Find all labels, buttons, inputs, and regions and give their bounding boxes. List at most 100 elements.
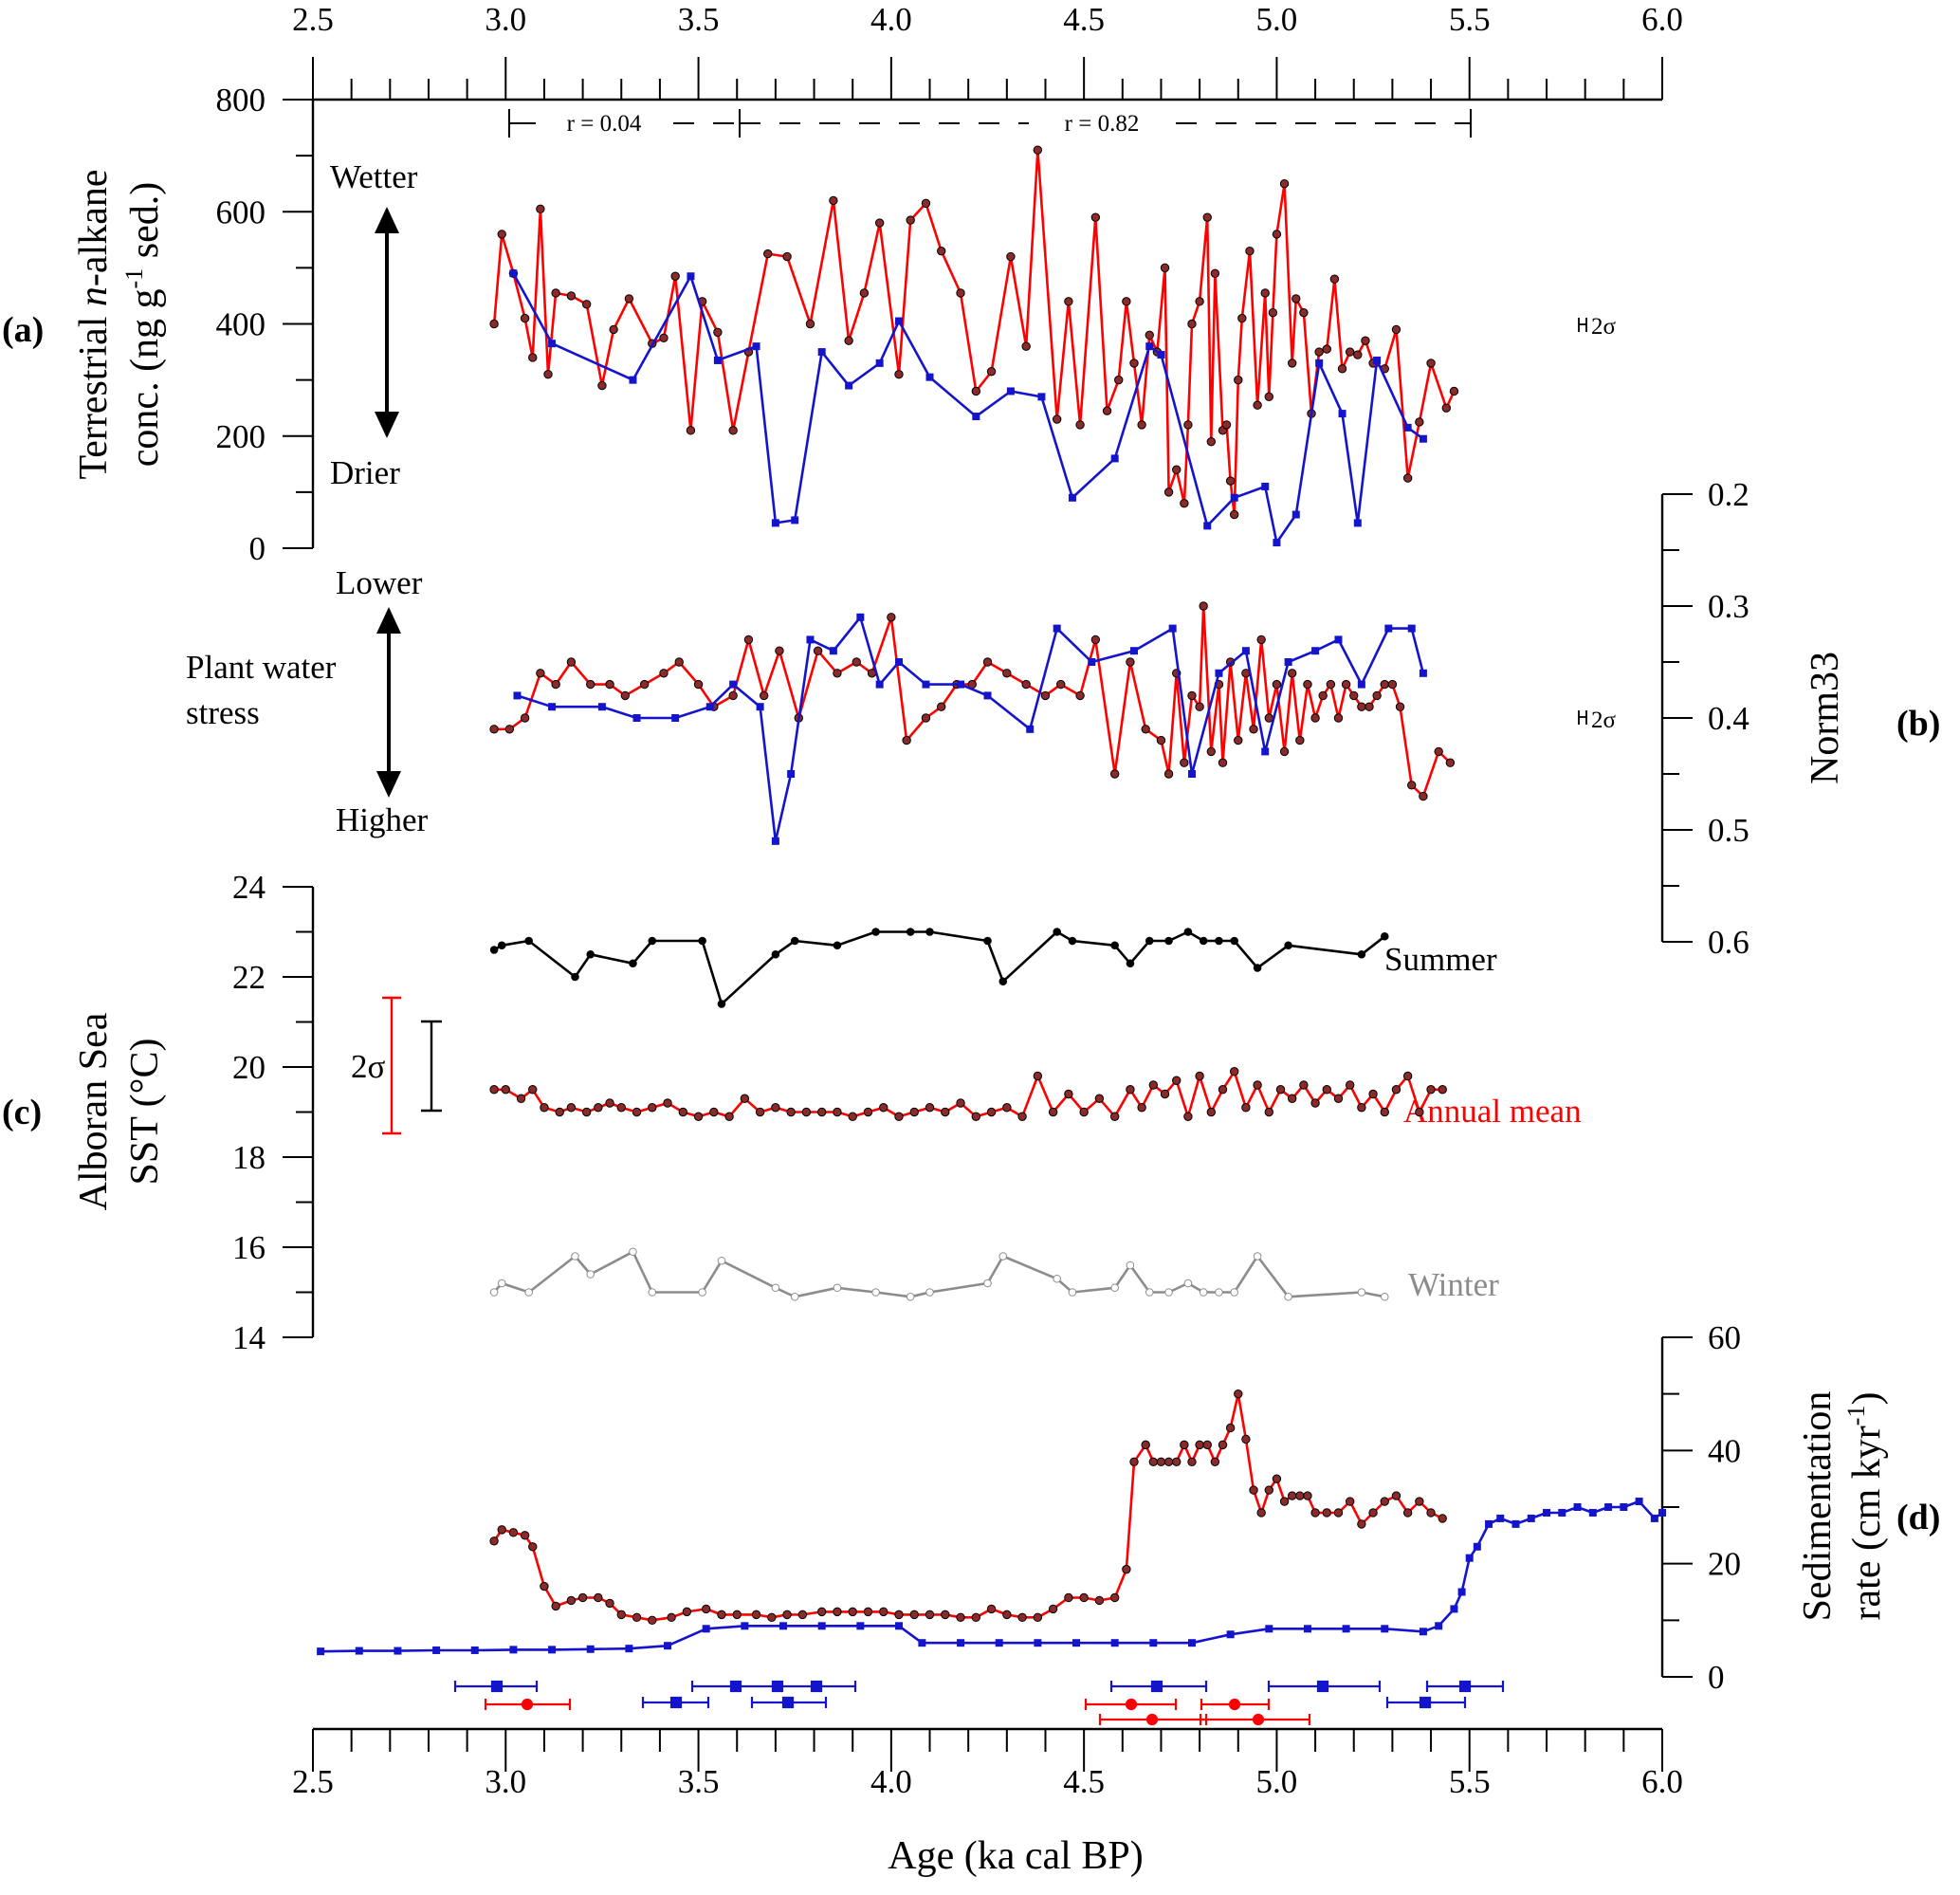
data-point — [1373, 356, 1382, 364]
panel-b-tick-label: 0.3 — [1708, 588, 1749, 625]
data-point — [921, 713, 931, 723]
data-point — [520, 1531, 530, 1540]
data-point — [1279, 1497, 1290, 1506]
data-point — [1527, 1514, 1535, 1522]
data-point — [616, 1610, 626, 1620]
data-point — [1333, 1508, 1344, 1518]
data-point — [894, 317, 903, 325]
data-point — [605, 1598, 614, 1609]
data-point — [1473, 1542, 1481, 1551]
data-point — [1365, 702, 1374, 711]
data-point — [1287, 669, 1297, 678]
data-point — [581, 300, 592, 309]
data-point — [528, 1542, 538, 1552]
data-point — [1109, 1592, 1120, 1603]
top-age-tick-label: 3.5 — [678, 1, 720, 38]
panel-a-y-title-units: conc. (ng g-1 sed.) — [120, 182, 167, 467]
data-point — [1145, 330, 1154, 340]
data-point — [1157, 351, 1165, 359]
data-point — [648, 1103, 657, 1113]
data-point — [1438, 1085, 1447, 1095]
data-point — [782, 251, 792, 262]
data-point — [674, 657, 684, 667]
data-point — [1407, 781, 1417, 790]
data-point — [1368, 1089, 1378, 1099]
correlation-bracket — [508, 109, 1472, 138]
data-point — [536, 204, 545, 213]
data-point — [1284, 658, 1292, 666]
data-point — [629, 1247, 637, 1257]
data-point — [1357, 702, 1366, 711]
r-late-label: r = 0.82 — [1065, 111, 1140, 137]
data-point — [806, 635, 815, 644]
data-point — [816, 1607, 827, 1617]
data-point — [1261, 482, 1270, 490]
data-point — [1237, 313, 1247, 323]
top-age-ticks: 2.5 3.0 3.5 4.0 4.5 5.0 5.5 6.0 — [292, 1, 1683, 100]
series-line-blue — [321, 1499, 1663, 1653]
annual-mean-label: Annual mean — [1403, 1093, 1582, 1130]
data-point — [513, 691, 522, 700]
data-point — [1256, 635, 1266, 645]
data-point — [1094, 1595, 1105, 1606]
wetter-label: Wetter — [330, 158, 418, 195]
data-point — [1272, 230, 1282, 239]
data-point — [1090, 635, 1101, 645]
data-point — [1110, 454, 1119, 463]
series-line-summer — [493, 930, 1386, 1005]
panel-b-tick-label: 0.4 — [1708, 700, 1749, 737]
panel-c-tick-label: 14 — [232, 1319, 266, 1356]
data-point — [1225, 476, 1236, 486]
data-point — [682, 1607, 692, 1617]
age-control-markers — [453, 1680, 1505, 1726]
data-point — [863, 1107, 873, 1117]
data-point — [497, 1279, 506, 1288]
data-point — [1265, 1625, 1273, 1633]
data-point — [509, 1646, 518, 1654]
data-point — [983, 691, 992, 700]
data-point — [1272, 679, 1282, 690]
data-point — [1002, 669, 1012, 678]
summer-label: Summer — [1384, 941, 1497, 978]
data-point — [1291, 510, 1300, 519]
data-point — [1156, 1457, 1166, 1466]
panel-c-tick-label: 22 — [232, 959, 266, 996]
data-point — [709, 1107, 719, 1117]
data-point — [1195, 1071, 1204, 1081]
data-point — [1210, 268, 1220, 278]
panel-c-y-title: Alboran Sea — [72, 1012, 116, 1210]
data-point — [1287, 359, 1297, 368]
data-point — [501, 1085, 510, 1095]
data-point — [790, 936, 799, 946]
data-point — [1345, 1497, 1355, 1506]
data-point — [1026, 725, 1035, 733]
data-point — [497, 230, 506, 239]
data-point — [844, 336, 853, 345]
data-point — [670, 271, 680, 281]
higher-stress-label: Higher — [336, 801, 429, 838]
data-point — [1090, 212, 1101, 222]
data-point — [1122, 297, 1131, 306]
panel-b-sigma-bar — [1578, 710, 1587, 725]
data-point — [728, 690, 738, 701]
data-point — [540, 1103, 549, 1113]
data-point — [1075, 690, 1085, 701]
data-point — [639, 679, 650, 690]
data-point — [906, 1292, 915, 1301]
data-point — [1021, 341, 1031, 351]
data-point — [1163, 769, 1174, 779]
data-point — [1064, 1592, 1073, 1603]
data-point — [1253, 1252, 1262, 1260]
data-point — [956, 288, 965, 298]
panel-a-label: (a) — [2, 310, 44, 350]
data-point — [470, 1646, 479, 1654]
data-point — [848, 1112, 857, 1121]
data-point — [497, 941, 506, 950]
data-point — [1303, 679, 1312, 690]
data-point — [918, 1639, 926, 1647]
data-point — [925, 1103, 935, 1113]
data-point — [1310, 1098, 1320, 1108]
data-point — [1141, 725, 1150, 734]
panel-d-tick-label: 20 — [1708, 1546, 1741, 1583]
data-point — [317, 1647, 325, 1656]
